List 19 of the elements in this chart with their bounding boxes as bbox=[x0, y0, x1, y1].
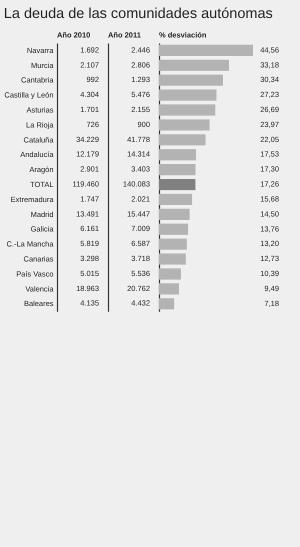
bar bbox=[159, 74, 223, 86]
bar bbox=[159, 178, 196, 190]
bar bbox=[159, 238, 187, 250]
bar bbox=[159, 149, 196, 160]
bar bbox=[159, 283, 180, 294]
bar bbox=[159, 298, 174, 310]
bar bbox=[159, 253, 186, 265]
bar bbox=[159, 208, 190, 220]
bar bbox=[159, 90, 216, 101]
bar bbox=[159, 104, 216, 116]
bar bbox=[159, 268, 181, 280]
bar bbox=[159, 60, 229, 71]
bar bbox=[159, 44, 253, 56]
bar bbox=[159, 119, 210, 131]
bar bbox=[159, 134, 206, 146]
bar bbox=[159, 194, 192, 206]
text: La deuda de las comunidades autónomas bbox=[4, 6, 273, 22]
bar bbox=[159, 164, 196, 176]
bar bbox=[159, 224, 188, 235]
